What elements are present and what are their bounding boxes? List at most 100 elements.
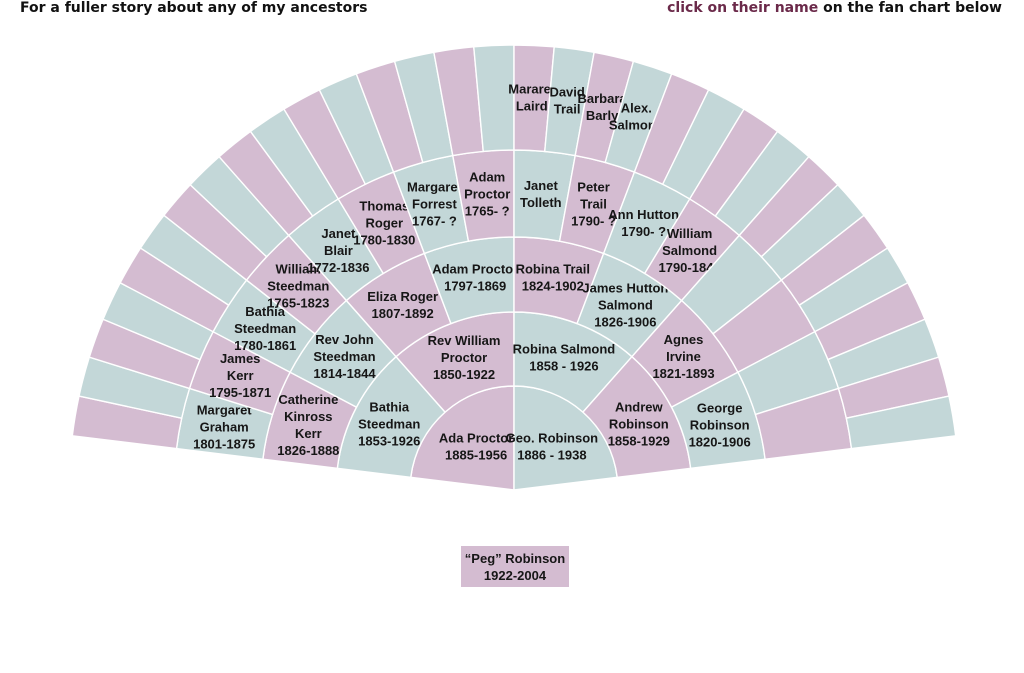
ancestor-label-line: Proctor xyxy=(441,350,487,365)
ancestor-label-line: 1858 - 1926 xyxy=(529,359,598,374)
ancestor-label-line: 1820-1906 xyxy=(689,435,751,450)
ancestor-label-line: 1790- ? xyxy=(621,224,666,239)
ancestor-label-line: Thomas xyxy=(359,198,409,213)
ancestor-label-line: Margaret xyxy=(197,402,253,417)
ancestor-label-line: Salmond xyxy=(598,298,653,313)
ancestor-label-margaret-forrest[interactable]: Margaret Forrest 1767- ? xyxy=(407,179,463,228)
ancestor-label-line: Eliza Roger xyxy=(367,289,438,304)
ancestor-label-thomas-roger[interactable]: Thomas Roger 1780-1830 xyxy=(353,198,415,247)
ancestor-label-line: 1850-1922 xyxy=(433,367,495,382)
ancestor-label-line: 1765- ? xyxy=(465,204,510,219)
ancestor-label-bathia-steedman[interactable]: Bathia Steedman 1853-1926 xyxy=(358,399,420,448)
ancestor-label-line: James Hutton xyxy=(582,281,668,296)
ancestor-label-line: Bathia xyxy=(245,304,286,319)
ancestor-label-line: Trail xyxy=(554,102,581,117)
ancestor-label-line: 1780-1861 xyxy=(234,338,296,353)
ancestor-label-line: 1826-1888 xyxy=(277,443,339,458)
ancestor-label-line: 1772-1836 xyxy=(307,260,369,275)
ancestor-label-line: 1780-1830 xyxy=(353,232,415,247)
gen5-cell-empty-32 xyxy=(845,395,957,450)
root-person-dates: 1922-2004 xyxy=(483,567,547,583)
ancestor-label-alex-salmond[interactable]: Alex. Salmond xyxy=(609,101,664,133)
ancestor-label-line: Irvine xyxy=(666,349,701,364)
ancestor-label-margaret-graham[interactable]: Margaret Graham 1801-1875 xyxy=(193,402,255,451)
ancestor-label-adam-proctor-1797-1869[interactable]: Adam Proctor 1797-1869 xyxy=(432,262,518,294)
ancestor-label-line: Geo. Robinson xyxy=(506,431,599,446)
ancestor-label-line: Steedman xyxy=(313,349,375,364)
ancestor-label-janet-tolleth[interactable]: Janet Tolleth xyxy=(520,178,562,210)
ancestor-label-andrew-robinson[interactable]: Andrew Robinson 1858-1929 xyxy=(608,399,670,448)
ancestor-label-line: Salmond xyxy=(662,243,717,258)
ancestor-label-line: Kinross xyxy=(284,409,332,424)
ancestor-label-robina-trail-1824-1902[interactable]: Robina Trail 1824-1902 xyxy=(516,262,590,294)
ancestor-label-ada-proctor-1885-1956[interactable]: Ada Proctor 1885-1956 xyxy=(439,431,513,463)
header-rest-text: on the fan chart below xyxy=(818,0,1002,16)
ancestor-label-line: Graham xyxy=(200,419,249,434)
ancestor-label-barbara-barly[interactable]: Barbara Barly xyxy=(578,91,628,123)
ancestor-label-line: David xyxy=(549,85,584,100)
ancestor-label-line: 1886 - 1938 xyxy=(517,448,586,463)
ancestor-label-line: James xyxy=(220,351,260,366)
ancestor-label-david-trail[interactable]: David Trail xyxy=(549,85,584,117)
ancestor-label-line: 1821-1893 xyxy=(652,366,714,381)
ancestor-label-mararet-laird[interactable]: Mararet Laird xyxy=(508,81,556,113)
ancestor-label-bathia-steedman[interactable]: Bathia Steedman 1780-1861 xyxy=(234,304,296,353)
ancestor-label-james-hutton-salmond[interactable]: James Hutton Salmond 1826-1906 xyxy=(582,281,668,330)
ancestor-label-line: Janet xyxy=(524,178,559,193)
ancestor-label-james-kerr[interactable]: James Kerr 1795-1871 xyxy=(209,351,271,400)
ancestor-label-line: William xyxy=(667,226,712,241)
ancestor-label-line: Margaret xyxy=(407,179,463,194)
ancestor-label-line: 1858-1929 xyxy=(608,433,670,448)
ancestor-label-line: William xyxy=(276,262,321,277)
ancestor-label-george-robinson[interactable]: George Robinson 1820-1906 xyxy=(689,401,751,450)
ancestor-label-line: Proctor xyxy=(464,187,510,202)
ancestor-label-line: Salmond xyxy=(609,118,664,133)
ancestor-label-line: 1797-1869 xyxy=(444,279,506,294)
ancestor-label-line: Steedman xyxy=(267,279,329,294)
ancestor-label-geo-robinson-1886-1938[interactable]: Geo. Robinson 1886 - 1938 xyxy=(506,431,599,463)
click-name-link-text: click on their name xyxy=(667,0,819,16)
ancestor-label-rev-william-proctor[interactable]: Rev William Proctor 1850-1922 xyxy=(428,333,501,382)
ancestor-label-ann-hutton-1790[interactable]: Ann Hutton 1790- ? xyxy=(608,207,679,239)
ancestor-label-line: Robina Salmond xyxy=(513,342,616,357)
ancestor-label-line: Steedman xyxy=(234,321,296,336)
ancestor-label-line: George xyxy=(697,401,743,416)
ancestor-label-rev-john-steedman[interactable]: Rev John Steedman 1814-1844 xyxy=(313,332,376,381)
header-instruction-right: click on their name on the fan chart bel… xyxy=(667,0,1002,16)
ancestor-label-line: Agnes xyxy=(664,332,704,347)
ancestor-label-line: Forrest xyxy=(412,196,457,211)
ancestor-label-line: Trail xyxy=(580,196,607,211)
ancestor-label-line: Blair xyxy=(324,243,353,258)
ancestor-label-line: Laird xyxy=(516,98,548,113)
ancestor-label-line: 1807-1892 xyxy=(372,306,434,321)
ancestor-label-line: Mararet xyxy=(508,81,556,96)
ancestor-label-peter-trail[interactable]: Peter Trail 1790- ? xyxy=(571,179,616,228)
ancestor-label-line: Barly xyxy=(586,108,619,123)
ancestor-label-line: Robinson xyxy=(609,416,669,431)
ancestor-label-robina-salmond-1858-1926[interactable]: Robina Salmond 1858 - 1926 xyxy=(513,342,616,374)
ancestor-label-eliza-roger-1807-1892[interactable]: Eliza Roger 1807-1892 xyxy=(367,289,438,321)
ancestor-label-william-salmond[interactable]: William Salmond 1790-1848 xyxy=(658,226,720,275)
ancestor-label-janet-blair[interactable]: Janet Blair 1772-1836 xyxy=(307,226,369,275)
ancestor-label-adam-proctor[interactable]: Adam Proctor 1765- ? xyxy=(464,170,510,219)
ancestor-label-line: Alex. xyxy=(621,101,652,116)
ancestor-label-line: Robina Trail xyxy=(516,262,590,277)
ancestor-label-catherine-kinross[interactable]: Catherine Kinross Kerr 1826-1888 xyxy=(277,392,339,458)
ancestor-label-line: Adam xyxy=(469,170,505,185)
ancestor-label-line: 1795-1871 xyxy=(209,385,271,400)
ancestor-label-line: Peter xyxy=(577,179,610,194)
ancestor-label-line: Bathia xyxy=(369,399,410,414)
ancestor-label-agnes-irvine[interactable]: Agnes Irvine 1821-1893 xyxy=(652,332,714,381)
ancestor-label-line: Rev William xyxy=(428,333,501,348)
ancestor-label-line: Janet xyxy=(321,226,356,241)
root-person-peg-robinson[interactable]: “Peg” Robinson 1922-2004 xyxy=(461,546,569,587)
ancestor-label-line: Barbara xyxy=(578,91,628,106)
ancestor-label-line: Andrew xyxy=(615,399,664,414)
ancestor-label-line: 1790- ? xyxy=(571,213,616,228)
header-instruction-text: For a fuller story about any of my ances… xyxy=(20,0,368,16)
ancestor-label-william-steedman[interactable]: William Steedman 1765-1823 xyxy=(267,262,329,311)
ancestor-label-line: Robinson xyxy=(690,418,750,433)
ancestor-label-line: Tolleth xyxy=(520,195,562,210)
ancestor-label-line: Rev John xyxy=(315,332,374,347)
